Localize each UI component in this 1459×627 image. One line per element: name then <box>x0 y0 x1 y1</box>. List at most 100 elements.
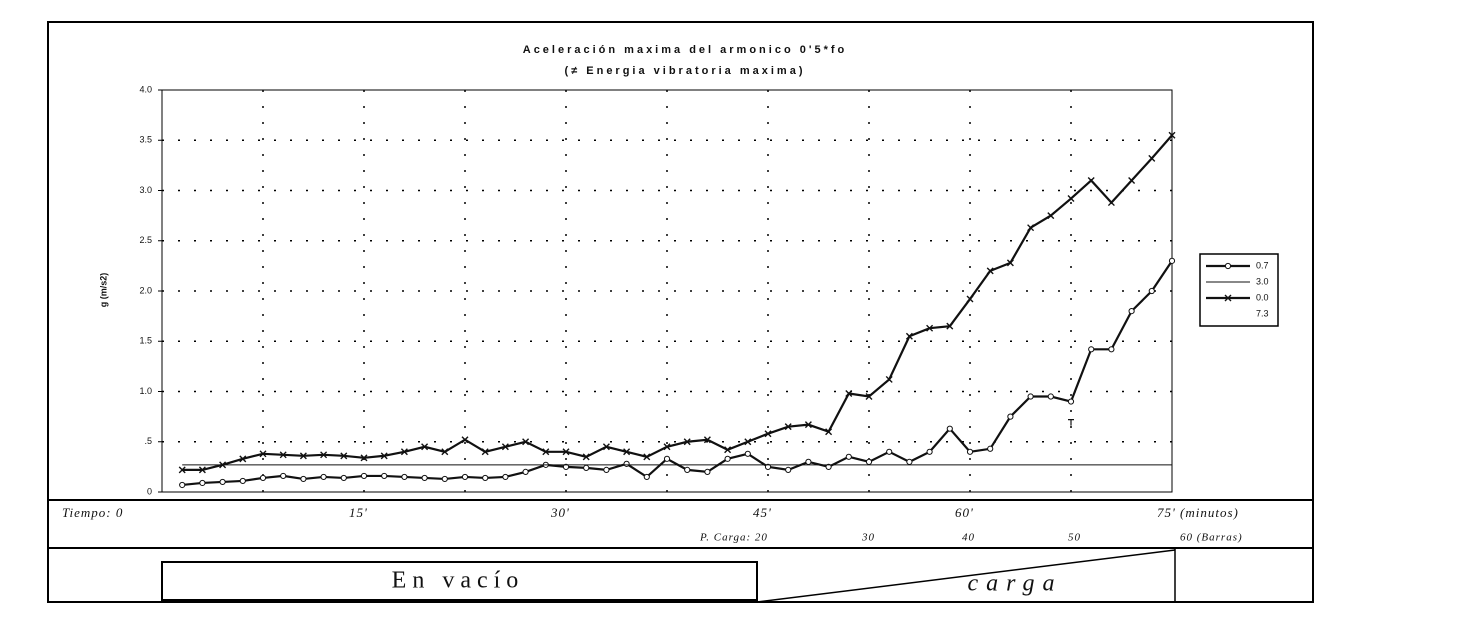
legend-swatch <box>1224 294 1232 302</box>
chart-title: Aceleración maxima del armonico 0'5*fo <box>523 44 847 56</box>
point <box>1067 195 1075 203</box>
series-line <box>182 134 1173 471</box>
load-label: 50 <box>1068 532 1081 544</box>
point <box>380 452 388 460</box>
load-label: 40 <box>962 532 975 544</box>
point <box>602 443 610 451</box>
point <box>703 436 711 444</box>
point <box>199 479 206 487</box>
legend-label: 0.0 <box>1256 292 1269 302</box>
point <box>482 474 489 482</box>
point <box>320 473 327 481</box>
point <box>1027 224 1035 232</box>
point <box>1067 398 1075 405</box>
chart-subtitle: (≠ Energia vibratoria maxima) <box>565 65 806 77</box>
point <box>179 481 186 489</box>
axis-box <box>47 499 1314 549</box>
point <box>1108 346 1115 353</box>
point <box>583 464 590 471</box>
point <box>785 466 792 473</box>
x-tick-label: 60' <box>955 505 974 520</box>
point <box>279 451 287 459</box>
point <box>1087 176 1095 184</box>
point <box>784 423 792 431</box>
point <box>683 438 691 446</box>
legend-swatch <box>1224 262 1232 270</box>
point <box>259 474 267 482</box>
point <box>522 468 529 475</box>
point <box>603 466 610 473</box>
point <box>1006 259 1014 267</box>
point <box>441 475 448 483</box>
ramp <box>756 549 1176 603</box>
point <box>906 458 913 465</box>
point <box>1128 176 1136 184</box>
x-tick-label: Tiempo: 0 <box>62 505 123 520</box>
point <box>684 466 691 473</box>
point <box>1007 413 1014 420</box>
load-label: 60 (Barras) <box>1180 532 1243 544</box>
point <box>987 445 994 452</box>
point <box>360 454 368 462</box>
point <box>542 448 550 456</box>
point <box>400 448 408 456</box>
point <box>966 295 974 303</box>
y-tick-label: .5 <box>144 436 152 446</box>
point <box>300 475 307 483</box>
phase-label: carga <box>967 571 1062 597</box>
point <box>1107 199 1115 207</box>
point <box>926 448 933 455</box>
point <box>481 448 489 456</box>
point <box>724 455 731 462</box>
y-tick-label: 1.5 <box>139 336 152 346</box>
point <box>1047 212 1055 220</box>
point <box>825 463 832 470</box>
y-tick-label: 3.5 <box>139 135 152 145</box>
point <box>1047 393 1054 400</box>
point <box>582 453 590 461</box>
point <box>1027 393 1034 400</box>
point <box>986 267 994 275</box>
point <box>744 438 752 446</box>
point <box>461 473 469 481</box>
point <box>239 477 246 485</box>
point <box>1148 154 1156 162</box>
point <box>421 443 429 451</box>
y-tick-label: 3.0 <box>139 185 152 195</box>
legend-label: 3.0 <box>1256 276 1269 286</box>
point <box>1128 308 1135 315</box>
point <box>320 451 328 459</box>
point <box>724 446 732 454</box>
point <box>381 472 388 480</box>
point <box>704 468 711 475</box>
point <box>643 473 650 481</box>
load-label: 30 <box>861 532 875 544</box>
x-tick-label: 30' <box>550 505 570 520</box>
point <box>1068 419 1074 426</box>
point <box>562 448 570 456</box>
plot-area <box>161 89 1173 493</box>
point <box>502 473 509 481</box>
point <box>178 466 186 474</box>
y-tick-label: 0 <box>147 486 152 496</box>
point <box>280 472 287 480</box>
point <box>946 322 954 330</box>
point <box>966 448 974 455</box>
point <box>340 474 347 482</box>
point <box>1168 131 1176 139</box>
y-tick-label: 1.0 <box>139 386 152 396</box>
point <box>804 421 812 429</box>
point <box>643 453 651 461</box>
point <box>805 458 812 465</box>
y-tick-label: 4.0 <box>139 84 152 94</box>
point <box>441 448 449 456</box>
point <box>885 375 893 383</box>
frame <box>47 21 1314 603</box>
point <box>1148 287 1155 295</box>
point <box>219 461 227 469</box>
point <box>865 393 873 401</box>
legend-label: 7.3 <box>1256 308 1269 318</box>
point <box>825 428 833 436</box>
load-label: P. Carga: 20 <box>699 532 768 544</box>
